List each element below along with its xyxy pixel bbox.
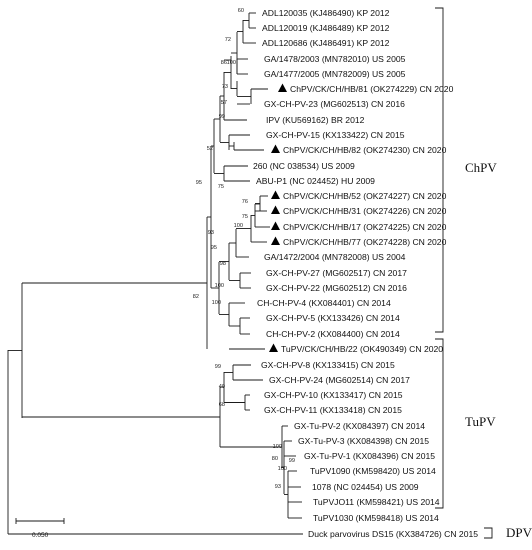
bootstrap-value: 99: [215, 364, 221, 370]
leaf-label: ABU-P1 (NC 024452) HU 2009: [256, 176, 375, 186]
leaf-label: GX-Tu-PV-1 (KX084396) CN 2015: [304, 451, 435, 461]
leaf-label: TuPV1030 (KM598418) US 2014: [313, 513, 439, 523]
bootstrap-value: 82: [193, 294, 199, 300]
leaf-label: GX-CH-PV-27 (MG602517) CN 2017: [266, 268, 407, 278]
scale-bar: 0.050: [15, 518, 65, 539]
triangle-marker-icon: [271, 221, 280, 230]
bootstrap-value: 100: [212, 300, 221, 306]
leaf-label: GA/1477/2005 (MN782009) US 2005: [264, 69, 406, 79]
group-bracket: [435, 7, 444, 333]
leaf-label: ADL120686 (KJ486491) KP 2012: [262, 38, 390, 48]
leaf-label: GX-CH-PV-23 (MG602513) CN 2016: [264, 99, 405, 109]
leaf-label: GX-CH-PV-22 (MG602512) CN 2016: [266, 283, 407, 293]
leaf-label: CH-CH-PV-4 (KX084401) CN 2014: [257, 298, 391, 308]
bootstrap-value: 40: [219, 384, 225, 390]
bootstrap-value: 98: [220, 261, 226, 267]
bootstrap-value: 60: [238, 8, 244, 14]
bootstrap-value: 95: [211, 245, 217, 251]
bootstrap-value: 80: [272, 456, 278, 462]
leaf-label: TuPV1090 (KM598420) US 2014: [310, 466, 436, 476]
bootstrap-value: 99: [219, 114, 225, 120]
leaf-label: TuPVJO11 (KM598421) US 2014: [313, 497, 440, 507]
bootstrap-value: 100: [234, 223, 243, 229]
bootstrap-value: 75: [242, 214, 248, 220]
leaf-label: 260 (NC 038534) US 2009: [253, 161, 355, 171]
group-brackets: ChPV TuPV DPV: [435, 7, 532, 540]
bootstrap-value: 73: [222, 84, 228, 90]
leaf-label: TuPV/CK/CH/HB/22 (OK490349) CN 2020: [281, 344, 443, 354]
bootstrap-value: 52: [207, 146, 213, 152]
leaf-label: GX-CH-PV-11 (KX133418) CN 2015: [264, 405, 402, 415]
tree-branches: [7, 12, 303, 535]
bootstrap-value: 57: [221, 100, 227, 106]
leaf-label: ChPV/CK/CH/HB/81 (OK274229) CN 2020: [290, 84, 454, 94]
leaf-label: GX-Tu-PV-3 (KX084398) CN 2015: [298, 436, 429, 446]
leaf-label: Duck parvovirus DS15 (KX384726) CN 2015: [308, 529, 478, 539]
bootstrap-value: 76: [242, 199, 248, 205]
group-bracket: [484, 527, 493, 539]
leaf-label: ADL120035 (KJ486490) KP 2012: [262, 8, 390, 18]
leaf-label: ChPV/CK/CH/HB/17 (OK274225) CN 2020: [283, 222, 447, 232]
bootstrap-value: 100: [273, 444, 282, 450]
triangle-marker-icon: [271, 190, 280, 199]
triangle-marker-icon: [271, 236, 280, 245]
group-label: DPV: [506, 525, 532, 540]
leaf-label: ChPV/CK/CH/HB/82 (OK274230) CN 2020: [283, 145, 447, 155]
leaf-label: ChPV/CK/CH/HB/77 (OK274228) CN 2020: [283, 237, 447, 247]
bootstrap-value: 68: [219, 402, 225, 408]
leaf-label: IPV (KU569162) BR 2012: [266, 115, 365, 125]
leaf-label: 1078 (NC 024454) US 2009: [312, 482, 419, 492]
bootstrap-value: 100: [227, 60, 236, 66]
leaf-label: GX-CH-PV-15 (KX133422) CN 2015: [266, 130, 405, 140]
leaf-label: GA/1472/2004 (MN782008) US 2004: [264, 252, 406, 262]
triangle-marker-icon: [271, 205, 280, 214]
leaf-label: ChPV/CK/CH/HB/31 (OK274226) CN 2020: [283, 206, 447, 216]
leaf-label: GA/1478/2003 (MN782010) US 2005: [264, 54, 406, 64]
leaf-label: ADL120019 (KJ486489) KP 2012: [262, 23, 390, 33]
leaf-label: ChPV/CK/CH/HB/52 (OK274227) CN 2020: [283, 191, 447, 201]
bootstrap-value: 86: [221, 60, 227, 66]
bootstrap-value: 100: [278, 466, 287, 472]
group-bracket: [435, 338, 444, 509]
group-label: TuPV: [465, 414, 496, 429]
bootstrap-value: 93: [275, 484, 281, 490]
leaf-label: GX-CH-PV-24 (MG602514) CN 2017: [269, 375, 410, 385]
bootstrap-value: 95: [196, 180, 202, 186]
bootstrap-value: 75: [218, 184, 224, 190]
leaf-labels: ADL120035 (KJ486490) KP 2012 ADL120019 (K…: [253, 8, 478, 539]
leaf-label: CH-CH-PV-2 (KX084400) CN 2014: [266, 329, 400, 339]
leaf-label: GX-CH-PV-5 (KX133426) CN 2014: [266, 313, 400, 323]
leaf-label: GX-CH-PV-8 (KX133415) CN 2015: [261, 360, 395, 370]
leaf-label: GX-Tu-PV-2 (KX084397) CN 2014: [294, 421, 425, 431]
bootstrap-value: 72: [225, 37, 231, 43]
triangle-marker-icon: [278, 83, 287, 92]
triangle-marker-icon: [269, 343, 278, 352]
triangle-marker-icon: [271, 144, 280, 153]
group-label: ChPV: [465, 160, 497, 175]
leaf-label: GX-CH-PV-10 (KX133417) CN 2015: [264, 390, 403, 400]
bootstrap-value: 100: [215, 283, 224, 289]
bootstrap-value: 99: [289, 458, 295, 464]
bootstrap-value: 93: [208, 230, 214, 236]
scale-bar-label: 0.050: [32, 532, 49, 539]
